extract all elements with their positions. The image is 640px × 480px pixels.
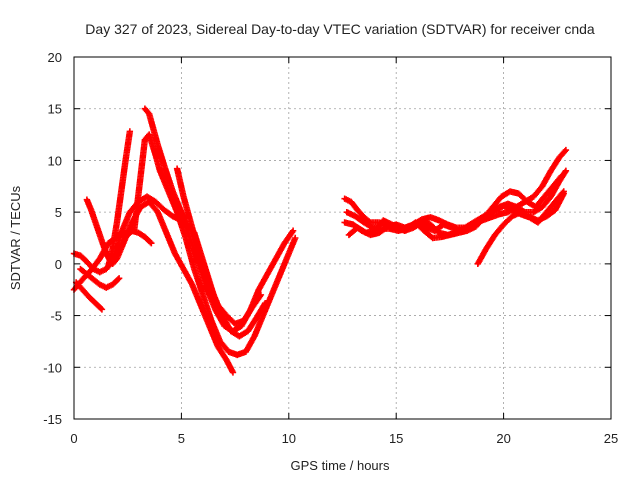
- data-point: [562, 167, 570, 174]
- data-point: [257, 291, 265, 299]
- chart-title: Day 327 of 2023, Sidereal Day-to-day VTE…: [85, 21, 595, 37]
- data-point-interp: [561, 148, 569, 155]
- series-track-14: [474, 188, 567, 268]
- y-tick-label: 5: [55, 205, 62, 220]
- data-point: [292, 234, 299, 242]
- x-tick-label: 15: [389, 431, 403, 446]
- axis-ticks: 0 5 10 15 20 25 -15 -10 -5 0 5 10 15 20: [43, 50, 618, 446]
- data-point: [126, 128, 134, 135]
- data-point: [98, 306, 106, 313]
- y-tick-label: 15: [48, 102, 62, 117]
- data-point: [229, 369, 237, 376]
- data-point: [562, 146, 570, 154]
- data-points: [70, 105, 570, 376]
- data-point-interp: [561, 168, 569, 176]
- plot-frame: [73, 56, 612, 420]
- series-track-8: [122, 227, 155, 247]
- x-tick-label: 25: [604, 431, 618, 446]
- x-tick-label: 20: [496, 431, 510, 446]
- data-point-interp: [97, 305, 105, 312]
- series-track-1: [70, 193, 269, 340]
- data-point-interp: [559, 189, 566, 196]
- y-tick-label: 10: [48, 153, 62, 168]
- data-point: [115, 275, 123, 282]
- series-track-7: [77, 265, 123, 291]
- y-axis-label: SDTVAR / TECUs: [8, 185, 23, 290]
- x-tick-label: 0: [70, 431, 77, 446]
- series-track-6: [72, 279, 106, 313]
- data-point: [289, 227, 297, 234]
- data-point: [560, 188, 567, 195]
- series-track-9: [173, 165, 265, 328]
- data-point: [558, 172, 565, 180]
- data-point-interp: [147, 238, 154, 246]
- y-tick-label: -15: [43, 412, 62, 427]
- grid-lines: [74, 57, 611, 419]
- data-point-interp: [557, 174, 564, 181]
- series-track-4: [141, 105, 297, 335]
- y-tick-label: 0: [55, 257, 62, 272]
- series-track-3: [105, 128, 134, 270]
- y-tick-label: -5: [50, 309, 62, 324]
- data-point: [148, 239, 155, 247]
- x-tick-label: 5: [178, 431, 185, 446]
- series-track-5: [70, 131, 299, 359]
- x-tick-label: 10: [282, 431, 296, 446]
- data-point-interp: [114, 276, 122, 283]
- y-tick-label: 20: [48, 50, 62, 65]
- x-axis-label: GPS time / hours: [291, 458, 390, 473]
- y-tick-label: -10: [43, 360, 62, 375]
